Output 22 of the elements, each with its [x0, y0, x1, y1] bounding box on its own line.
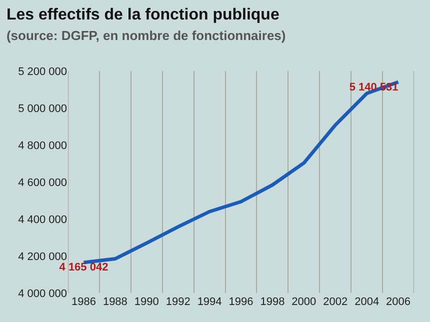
y-tick-label: 4 200 000 — [18, 250, 67, 263]
x-tick-label: 1990 — [134, 296, 159, 308]
line-series — [82, 80, 400, 264]
y-tick-label: 5 000 000 — [18, 102, 67, 115]
x-tick-label: 2000 — [292, 296, 316, 308]
y-tick-label: 4 600 000 — [18, 176, 67, 189]
x-tick-label: 2004 — [354, 296, 380, 308]
data-label: 4 165 042 — [59, 262, 108, 274]
x-tick-label: 1986 — [71, 296, 96, 308]
x-tick-label: 1992 — [166, 296, 190, 308]
x-tick-label: 2006 — [386, 296, 411, 308]
x-tick-label: 1998 — [260, 296, 285, 308]
y-tick-label: 4 000 000 — [18, 288, 67, 300]
chart-subtitle: (source: DGFP, en nombre de fonctionnaires) — [6, 28, 286, 44]
x-tick-label: 1988 — [102, 296, 128, 308]
y-tick-label: 4 800 000 — [18, 140, 67, 152]
x-tick-label: 1994 — [197, 296, 222, 308]
chart-title: Les effectifs de la fonction publique — [6, 6, 280, 24]
y-tick-label: 5 200 000 — [18, 66, 67, 78]
y-tick-label: 4 400 000 — [18, 214, 67, 226]
x-tick-label: 1996 — [228, 296, 254, 308]
x-tick-label: 2002 — [323, 296, 348, 308]
